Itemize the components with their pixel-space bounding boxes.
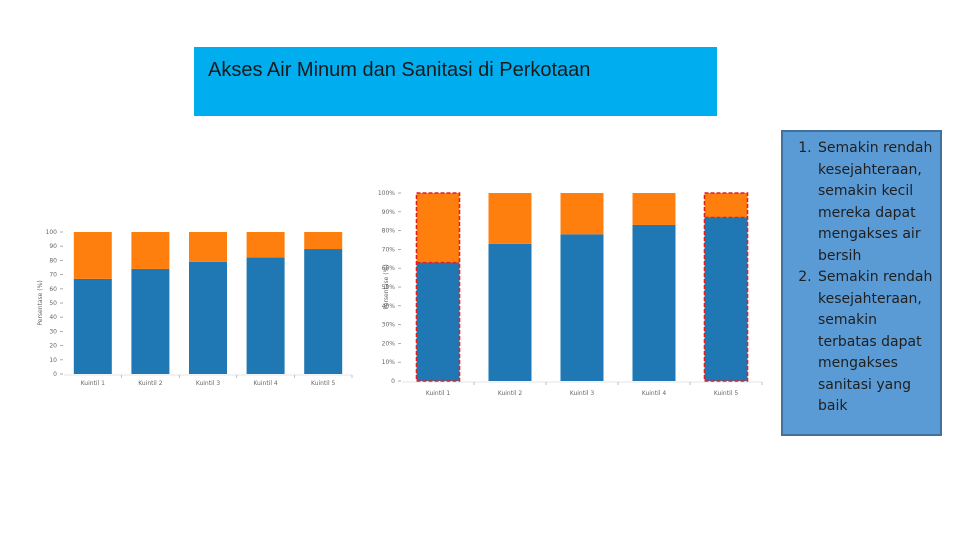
bar-series-1 xyxy=(73,278,112,374)
note-item: Semakin rendah kesejahteraan, semakin te… xyxy=(816,267,936,418)
notes-box: Semakin rendah kesejahteraan, semakin ke… xyxy=(781,130,942,436)
highlight-frame xyxy=(415,192,461,382)
bar-series-2 xyxy=(131,232,170,269)
y-tick-label: 50% xyxy=(382,284,396,291)
y-axis-title: Persentase (%) xyxy=(37,280,44,325)
bar-series-2 xyxy=(632,193,676,225)
y-tick-label: 80 xyxy=(49,257,57,264)
y-tick-label: 30% xyxy=(382,322,396,329)
bar-series-2 xyxy=(704,193,748,218)
slide-title: Akses Air Minum dan Sanitasi di Perkotaa… xyxy=(208,59,591,81)
bar-series-1 xyxy=(704,217,748,381)
bar-series-2 xyxy=(304,232,343,250)
y-tick-label: 20 xyxy=(49,343,57,350)
bar-series-1 xyxy=(560,234,604,381)
bar-series-1 xyxy=(131,268,170,374)
x-tick-label: Kuintil 2 xyxy=(498,390,523,397)
x-tick-label: Kuintil 4 xyxy=(642,390,667,397)
y-axis-title: Persentase (%) xyxy=(383,264,390,309)
x-tick-label: Kuintil 3 xyxy=(570,390,595,397)
y-tick-label: 10% xyxy=(382,359,396,366)
x-tick-label: Kuintil 5 xyxy=(311,380,336,387)
note-item: Semakin rendah kesejahteraan, semakin ke… xyxy=(816,138,936,267)
notes-list: Semakin rendah kesejahteraan, semakin ke… xyxy=(783,132,940,418)
y-tick-label: 60% xyxy=(382,265,396,272)
bar-series-1 xyxy=(488,243,532,381)
bar-series-1 xyxy=(189,261,227,374)
x-tick-label: Kuintil 2 xyxy=(138,380,163,387)
bar-series-1 xyxy=(416,262,460,381)
bar-series-1 xyxy=(304,249,343,374)
x-tick-label: Kuintil 1 xyxy=(81,380,106,387)
x-tick-label: Kuintil 3 xyxy=(196,380,221,387)
chart-right: Persentase (%) 0 10% 20% 30% 40% 50% 60% 70% 80% 9… xyxy=(378,190,763,397)
y-tick-label: 90 xyxy=(49,243,57,250)
y-tick-label: 10 xyxy=(49,357,57,364)
y-tick-label: 60 xyxy=(49,286,57,293)
y-tick-label: 90% xyxy=(382,209,396,216)
bar-series-1 xyxy=(632,224,676,381)
bar-series-2 xyxy=(246,232,285,258)
y-tick-label: 20% xyxy=(382,340,396,347)
y-tick-label: 40 xyxy=(49,314,57,321)
bar-series-2 xyxy=(416,193,460,263)
x-tick-label: Kuintil 5 xyxy=(714,390,739,397)
y-tick-label: 80% xyxy=(382,228,396,235)
chart-left: Persentase (%) 0 10 20 30 40 50 60 70 80 90 100 Kuin… xyxy=(37,229,353,387)
bar-series-2 xyxy=(189,232,227,262)
y-tick-label: 100 xyxy=(46,229,58,236)
y-tick-label: 70 xyxy=(49,272,57,279)
y-tick-label: 0 xyxy=(53,371,57,378)
y-tick-label: 40% xyxy=(382,303,396,310)
y-tick-label: 30 xyxy=(49,328,57,335)
y-tick-label: 0 xyxy=(391,378,395,385)
bar-series-2 xyxy=(488,193,532,244)
title-box: Akses Air Minum dan Sanitasi di Perkotaa… xyxy=(194,47,717,116)
y-tick-label: 50 xyxy=(49,300,57,307)
x-tick-label: Kuintil 1 xyxy=(426,390,451,397)
x-tick-label: Kuintil 4 xyxy=(253,380,278,387)
highlight-frame xyxy=(703,192,749,382)
y-tick-label: 100% xyxy=(378,190,395,197)
y-tick-label: 70% xyxy=(382,246,396,253)
bar-series-2 xyxy=(73,232,112,279)
bar-series-2 xyxy=(560,193,604,235)
bar-series-1 xyxy=(246,257,285,374)
